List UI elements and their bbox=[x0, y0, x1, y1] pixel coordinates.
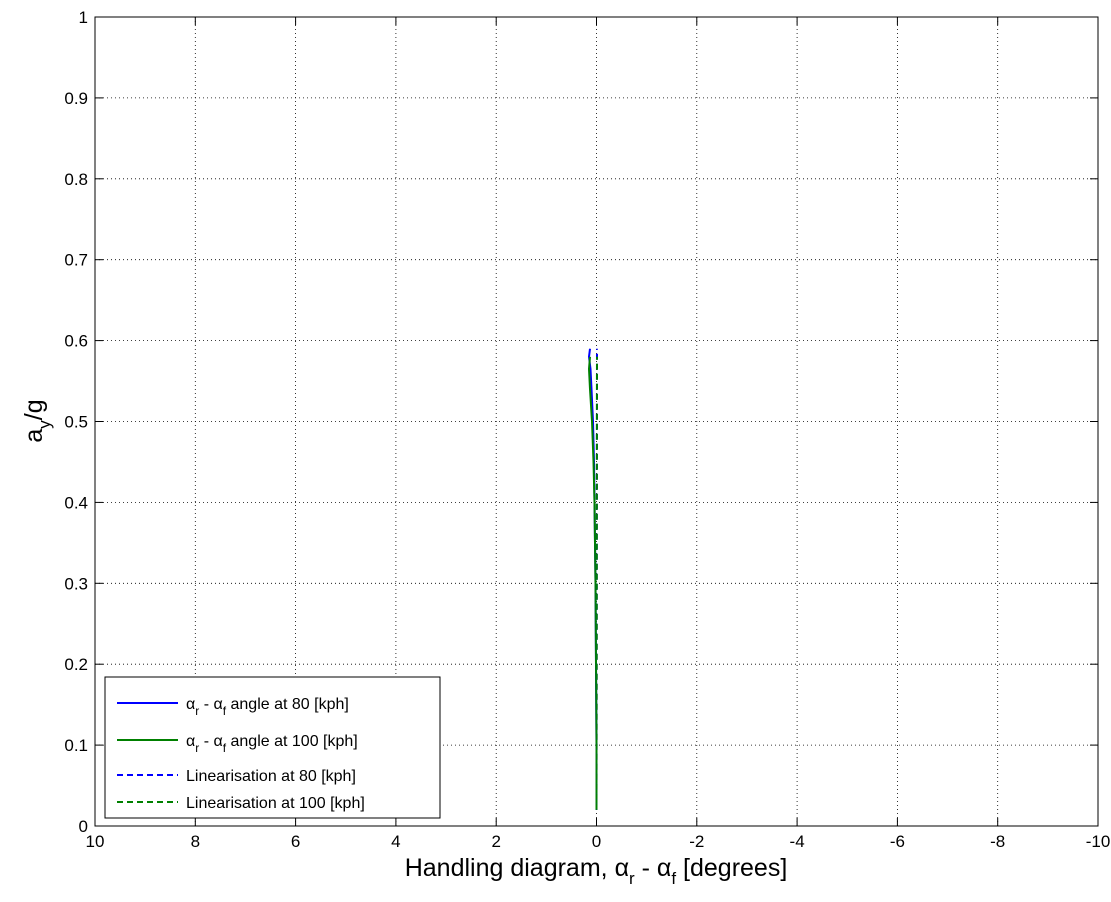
x-tick-label: 6 bbox=[291, 832, 300, 851]
grid-lines bbox=[95, 17, 1098, 826]
legend-label-1: αr - αf angle at 80 [kph] bbox=[186, 696, 349, 718]
legend-box bbox=[104, 676, 441, 819]
x-tick-label: 2 bbox=[491, 832, 500, 851]
legend: αr - αf angle at 80 [kph] αr - αf angle a… bbox=[104, 676, 441, 819]
y-axis-label: ay/g bbox=[20, 399, 54, 442]
y-tick-label: 0.8 bbox=[64, 170, 88, 189]
x-tick-label: -4 bbox=[790, 832, 805, 851]
y-tick-label: 0.5 bbox=[64, 413, 88, 432]
y-tick-label: 0.4 bbox=[64, 493, 88, 512]
y-tick-labels: 0 0.1 0.2 0.3 0.4 0.5 0.6 0.7 0.8 0.9 1 bbox=[64, 8, 88, 836]
legend-label-3: Linearisation at 80 [kph] bbox=[186, 768, 356, 785]
x-tick-labels: 10 8 6 4 2 0 -2 -4 -6 -8 -10 bbox=[86, 832, 1111, 851]
y-tick-label: 0.6 bbox=[64, 332, 88, 351]
x-tick-label: 10 bbox=[86, 832, 105, 851]
y-tick-label: 0.9 bbox=[64, 89, 88, 108]
y-tick-label: 0.7 bbox=[64, 251, 88, 270]
legend-label-2: αr - αf angle at 100 [kph] bbox=[186, 733, 358, 755]
series-line-2 bbox=[587, 356, 598, 810]
x-tick-label: -10 bbox=[1086, 832, 1111, 851]
y-tick-label: 0.3 bbox=[64, 574, 88, 593]
x-tick-label: 0 bbox=[592, 832, 601, 851]
x-axis-label: Handling diagram, αr - αf [degrees] bbox=[405, 854, 788, 888]
legend-label-4: Linearisation at 100 [kph] bbox=[186, 795, 365, 812]
y-tick-label: 1 bbox=[79, 8, 88, 27]
tick-marks bbox=[94, 16, 1099, 827]
y-tick-label: 0 bbox=[79, 817, 88, 836]
x-tick-label: -2 bbox=[689, 832, 704, 851]
x-tick-label: -8 bbox=[990, 832, 1005, 851]
x-tick-label: 8 bbox=[191, 832, 200, 851]
x-tick-label: 4 bbox=[391, 832, 400, 851]
x-tick-label: -6 bbox=[890, 832, 905, 851]
series-line-4 bbox=[595, 356, 598, 810]
y-tick-label: 0.2 bbox=[64, 655, 88, 674]
series-layer bbox=[587, 348, 598, 810]
y-tick-label: 0.1 bbox=[64, 736, 88, 755]
